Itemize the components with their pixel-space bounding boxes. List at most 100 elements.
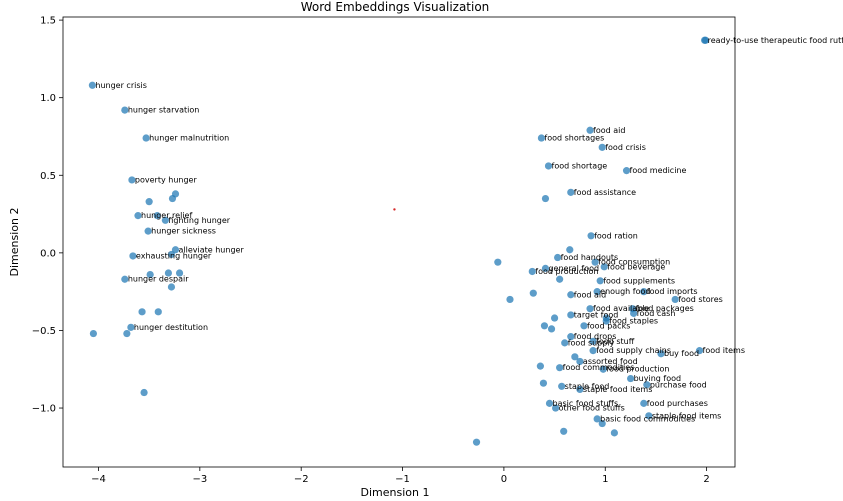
data-point — [630, 309, 638, 317]
data-point — [576, 357, 584, 366]
point-label: food supply — [568, 338, 615, 347]
point-label: hunger despair — [128, 275, 189, 284]
data-point — [567, 291, 575, 299]
data-point — [146, 270, 154, 279]
data-point — [622, 167, 631, 175]
data-point — [576, 385, 584, 394]
data-point — [537, 134, 546, 142]
data-point — [589, 347, 597, 355]
point-label: food packages — [636, 304, 694, 313]
data-point — [657, 350, 665, 358]
data-point — [561, 339, 569, 347]
point-label: food drops — [574, 332, 617, 341]
data-point — [167, 250, 176, 259]
plot-frame — [62, 16, 736, 468]
data-point — [140, 388, 148, 397]
data-point — [586, 305, 594, 313]
data-point — [556, 364, 564, 372]
data-point — [702, 36, 710, 44]
data-point — [89, 329, 98, 338]
data-points — [88, 36, 710, 446]
point-label: hunger sickness — [151, 227, 216, 236]
point-label: target food — [574, 310, 619, 319]
x-tick-label: −4 — [91, 474, 106, 485]
point-label: food production — [535, 267, 598, 276]
data-point — [598, 419, 606, 428]
data-point — [175, 269, 184, 277]
data-point — [556, 275, 564, 283]
point-label: ready-to-use therapeutic food rutf — [708, 36, 843, 45]
data-point — [643, 381, 651, 389]
x-tick-label: 2 — [703, 474, 709, 485]
data-point — [127, 323, 135, 331]
point-label: hunger starvation — [128, 106, 200, 115]
point-label: food production — [606, 365, 669, 374]
point-label: food items — [703, 346, 745, 355]
data-point — [494, 258, 502, 266]
point-label: food cash — [637, 309, 676, 318]
point-label: buying food — [634, 374, 681, 383]
data-point — [167, 283, 176, 291]
point-label: food assistance — [574, 188, 636, 197]
highlight-point — [393, 208, 396, 211]
point-label: fighting hunger — [168, 216, 230, 225]
point-label: hunger malnutrition — [149, 134, 229, 143]
data-point — [554, 253, 562, 262]
point-label: basic food commodities — [600, 414, 695, 423]
data-point — [171, 246, 180, 254]
point-label: basic food stuffs — [553, 399, 619, 408]
point-label: food supplements — [603, 276, 675, 285]
data-point — [544, 162, 553, 170]
point-label: food medicine — [630, 166, 687, 175]
point-label: food shortage — [552, 161, 608, 170]
data-point — [539, 379, 548, 387]
data-point — [144, 227, 152, 235]
data-point — [541, 194, 550, 203]
data-point — [550, 314, 559, 322]
data-point — [640, 288, 648, 296]
x-tick-label: −2 — [294, 474, 309, 485]
x-tick-label: −3 — [192, 474, 207, 485]
data-point — [695, 347, 704, 355]
data-point — [547, 325, 556, 333]
y-tick-label: −1.0 — [32, 404, 56, 415]
data-point — [566, 246, 574, 254]
data-point — [645, 412, 653, 420]
data-point — [164, 269, 173, 277]
data-point — [129, 252, 137, 260]
data-point — [600, 263, 608, 271]
data-point — [567, 333, 575, 341]
data-point — [134, 212, 142, 220]
data-point — [560, 427, 568, 435]
y-tick-label: 0.0 — [40, 248, 56, 259]
point-label: hunger destitution — [134, 323, 208, 332]
y-tick-label: 1.5 — [40, 16, 56, 27]
point-label: other food stuffs — [559, 404, 625, 413]
data-point — [529, 289, 537, 297]
point-label: hunger relief — [141, 211, 192, 220]
data-point — [123, 329, 131, 338]
point-label: food ration — [594, 231, 638, 240]
point-label: food imports — [647, 287, 698, 296]
point-label: food stores — [678, 295, 723, 304]
plot-area: −4 −3 −2 −1 0 1 2 −1.0 −0.5 0.0 0.5 1.0 1.5 ready-t… — [32, 16, 843, 485]
data-point — [589, 337, 597, 345]
point-label: exhausting hunger — [136, 251, 212, 260]
data-point — [88, 81, 96, 89]
point-label: staple food items — [652, 411, 721, 420]
point-label: food supply chains — [596, 346, 671, 355]
point-label: purchase food — [650, 380, 707, 389]
data-point — [571, 353, 579, 361]
point-label: staple food — [565, 382, 610, 391]
data-point — [540, 322, 549, 330]
point-label: food stuff — [596, 337, 635, 346]
data-point — [168, 194, 177, 203]
data-point — [640, 399, 648, 407]
chart-title: Word Embeddings Visualization — [301, 0, 490, 14]
point-label: food handouts — [561, 253, 619, 262]
data-point — [598, 143, 606, 151]
point-label: food consumption — [598, 258, 670, 267]
point-label: enough food — [600, 287, 650, 296]
point-label: food commodities — [563, 363, 635, 372]
